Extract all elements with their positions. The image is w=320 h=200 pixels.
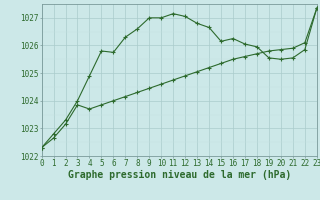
X-axis label: Graphe pression niveau de la mer (hPa): Graphe pression niveau de la mer (hPa) (68, 170, 291, 180)
